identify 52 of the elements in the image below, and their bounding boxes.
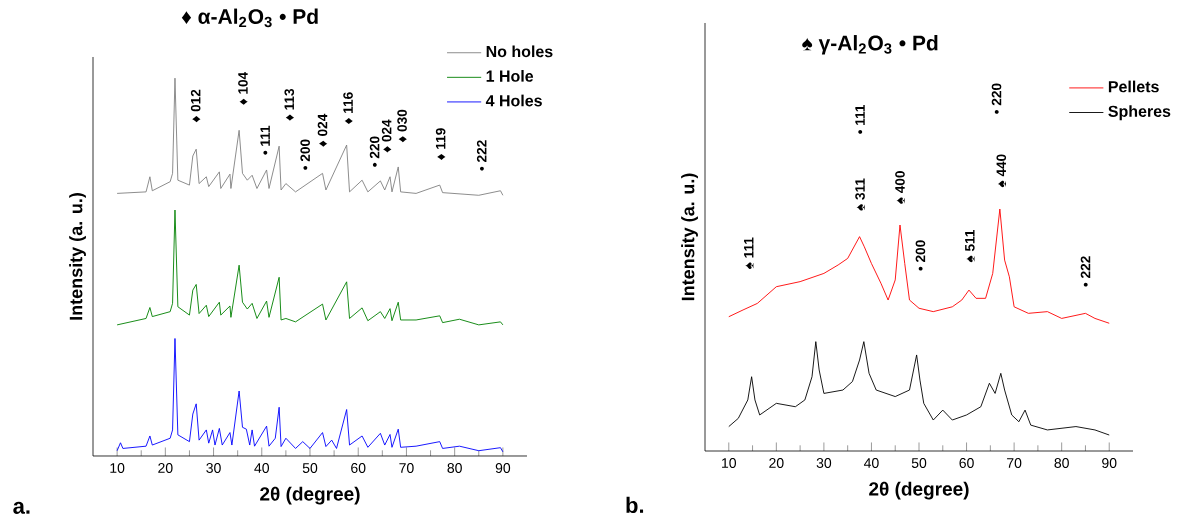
annotation: • 222 (1080, 256, 1091, 287)
text: ♠ 440 (996, 154, 1007, 188)
legend-label: Pellets (1108, 80, 1159, 93)
x-tick-label: 80 (1054, 458, 1069, 468)
y-axis-title: Intensity (a. u.) (69, 193, 86, 320)
annotation: ♠ 111 (744, 237, 754, 269)
x-tick-label: 90 (1102, 458, 1117, 468)
annotation: ♦ 030 (397, 109, 407, 143)
annotation: • 200 (915, 240, 926, 271)
x-tick-label: 10 (110, 463, 125, 473)
x-tick-label: 60 (351, 463, 366, 473)
annotation: ♦ 104 (238, 71, 248, 105)
x-tick-label: 90 (495, 463, 511, 473)
annotation: • 200 (300, 139, 310, 170)
annotation: ♦ 116 (343, 92, 353, 125)
annotation: ♠ 511 (965, 229, 975, 263)
x-tick-label: 70 (1007, 458, 1022, 468)
x-axis-title: 2θ (degree) (260, 486, 360, 505)
chart-title: ♦ α-Al$_{2}$O$_{3}$ • Pd (181, 8, 318, 28)
x-tick-label: 60 (959, 458, 974, 468)
annotation: • 220 (369, 136, 380, 167)
annotation: ♦ 119 (435, 128, 446, 160)
x-tick-label: 10 (722, 458, 737, 468)
legend-label: No holes (486, 45, 553, 58)
legend-label: Spheres (1108, 105, 1171, 121)
text: a. (13, 501, 30, 514)
y-axis-title: Intensity (a. u.) (681, 173, 698, 301)
text: • 111 (855, 104, 865, 134)
text: b. (626, 496, 644, 514)
x-tick-label: 20 (158, 463, 173, 473)
legend-label: 1 Hole (486, 70, 534, 82)
x-tick-label: 50 (302, 463, 318, 473)
annotation: ♦ 024 (381, 119, 392, 153)
x-tick-label: 40 (863, 458, 879, 468)
text: ♠ 400 (895, 171, 905, 204)
annotation: • 222 (476, 140, 487, 171)
x-tick-label: 50 (911, 458, 927, 468)
annotation: ♦ 024 (317, 113, 328, 147)
x-tick-label: 30 (816, 458, 832, 468)
legend-label: 4 Holes (485, 94, 542, 107)
x-tick-label: 80 (447, 463, 462, 473)
annotation: • 111 (260, 125, 270, 155)
text: • 220 (991, 83, 1002, 114)
chart-title: ♠ γ-Al$_{2}$O$_{3}$ • Pd (802, 35, 938, 55)
x-tick-label: 20 (769, 458, 784, 468)
annotation: ♦ 012 (190, 89, 201, 123)
annotation: ♦ 113 (284, 88, 295, 121)
x-tick-label: 30 (206, 463, 221, 473)
annotation: ♠ 311 (855, 178, 865, 211)
x-tick-label: 40 (254, 463, 270, 473)
x-tick-label: 70 (399, 463, 414, 473)
x-axis-title: 2θ (degree) (869, 481, 969, 500)
